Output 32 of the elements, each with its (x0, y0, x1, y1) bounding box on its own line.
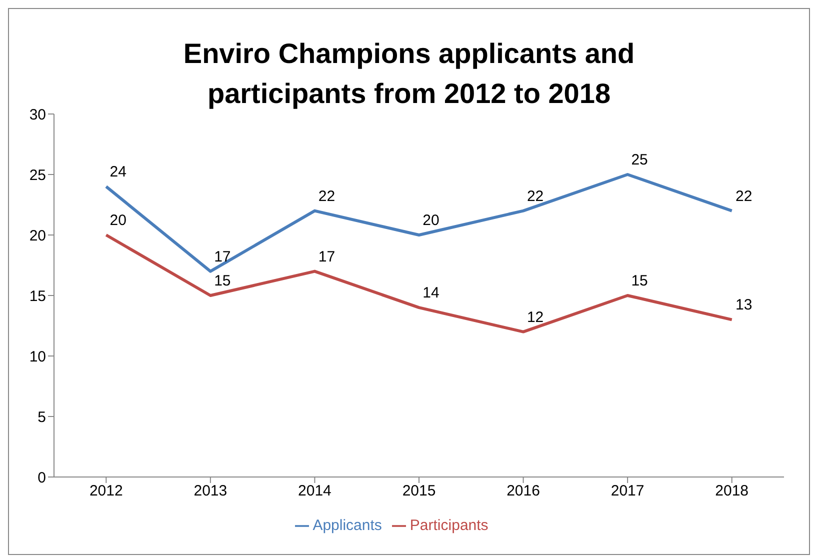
y-tick-label: 0 (38, 469, 46, 486)
legend-label: Applicants (312, 517, 382, 534)
data-label: 20 (110, 212, 126, 229)
x-tick-label: 2017 (610, 482, 644, 500)
data-label: 17 (318, 248, 336, 266)
x-tick-label: 2016 (506, 482, 540, 500)
y-tick-label: 10 (29, 348, 46, 366)
data-label: 24 (110, 164, 126, 181)
y-tick-label: 30 (29, 106, 46, 124)
y-tick-label: 5 (38, 408, 46, 426)
x-tick-label: 2015 (402, 482, 436, 500)
x-tick-label: 2013 (194, 482, 228, 500)
legend-label: Participants (410, 517, 488, 534)
data-label: 12 (526, 308, 544, 326)
y-tick-label: 20 (29, 227, 46, 244)
y-tick-label: 25 (29, 166, 46, 184)
data-label: 13 (736, 296, 752, 314)
data-label: 17 (214, 248, 231, 266)
data-label: 15 (631, 272, 648, 290)
x-tick-label: 2018 (715, 482, 749, 500)
chart-title: Enviro Champions applicants and participants from 2012 to 2018 (182, 37, 636, 109)
y-tick-label: 15 (29, 288, 46, 305)
data-label: 20 (422, 212, 440, 229)
data-label: 22 (526, 188, 544, 205)
data-label: 25 (631, 152, 648, 168)
data-label: 22 (736, 188, 752, 205)
line-series (104, 234, 734, 334)
data-label: 14 (422, 284, 440, 302)
x-tick-label: 2014 (298, 482, 332, 500)
x-tick-label: 2012 (89, 482, 123, 500)
data-label: 22 (318, 188, 336, 205)
data-label: 15 (214, 272, 231, 290)
